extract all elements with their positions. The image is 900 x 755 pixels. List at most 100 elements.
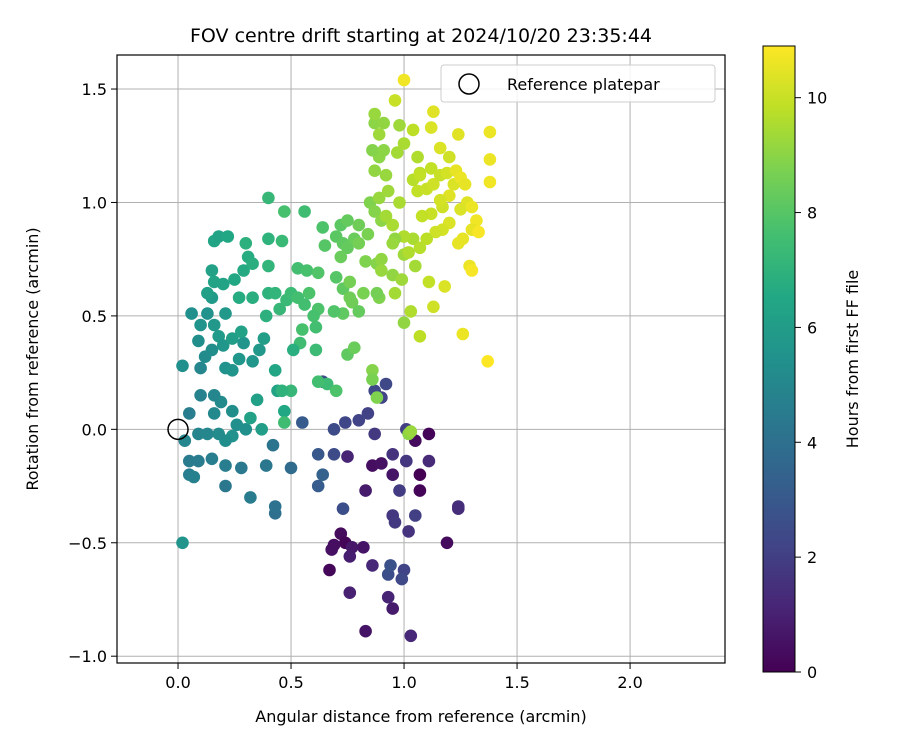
colorbar-tick-label: 10 bbox=[807, 89, 827, 108]
data-point bbox=[352, 305, 366, 318]
data-point bbox=[201, 286, 214, 300]
plot-frame bbox=[116, 54, 726, 664]
data-point bbox=[443, 150, 456, 164]
data-point bbox=[379, 168, 393, 182]
data-point bbox=[262, 191, 275, 205]
data-point bbox=[268, 286, 282, 300]
data-point bbox=[296, 416, 309, 429]
colorbar-tick-label: 6 bbox=[807, 318, 817, 337]
data-point bbox=[311, 266, 325, 280]
data-point bbox=[183, 454, 196, 468]
y-axis-ticks: −1.0 −0.5 0.0 0.5 1.0 1.5 bbox=[68, 80, 117, 666]
data-point bbox=[386, 602, 400, 615]
data-point bbox=[228, 273, 241, 286]
y-axis-label: Rotation from reference (arcmin) bbox=[23, 227, 42, 490]
data-point bbox=[413, 484, 427, 497]
data-point bbox=[216, 277, 230, 291]
data-point bbox=[372, 191, 386, 205]
data-point bbox=[311, 479, 325, 493]
data-point bbox=[359, 255, 372, 268]
data-point bbox=[386, 237, 400, 250]
data-point bbox=[194, 318, 207, 332]
data-point bbox=[361, 227, 375, 241]
data-point bbox=[388, 286, 402, 300]
data-point bbox=[465, 200, 479, 214]
data-point bbox=[343, 550, 357, 563]
data-point bbox=[298, 205, 311, 218]
data-point bbox=[375, 252, 388, 266]
data-points bbox=[176, 73, 497, 643]
data-point bbox=[232, 291, 246, 305]
data-point bbox=[370, 286, 384, 300]
data-point bbox=[424, 162, 438, 175]
data-point bbox=[483, 153, 497, 166]
y-tick-label: 1.5 bbox=[82, 80, 107, 99]
data-point bbox=[246, 291, 259, 305]
x-axis-ticks: 0.0 0.5 1.0 1.5 2.0 bbox=[165, 663, 643, 692]
data-point bbox=[375, 457, 388, 470]
data-point bbox=[296, 323, 309, 336]
data-point bbox=[433, 193, 447, 207]
data-point bbox=[235, 325, 248, 339]
data-point bbox=[397, 316, 411, 330]
data-point bbox=[483, 125, 497, 139]
data-point bbox=[343, 586, 357, 599]
data-point bbox=[391, 146, 404, 159]
data-point bbox=[244, 491, 257, 504]
data-point bbox=[409, 259, 422, 273]
data-point bbox=[275, 384, 289, 398]
data-point bbox=[253, 343, 266, 357]
data-point bbox=[336, 502, 350, 515]
data-point bbox=[438, 280, 452, 293]
x-axis-label: Angular distance from reference (arcmin) bbox=[255, 707, 586, 726]
data-point bbox=[302, 286, 316, 300]
data-point bbox=[334, 250, 348, 264]
data-point bbox=[262, 259, 275, 273]
data-point bbox=[454, 203, 467, 216]
grid bbox=[117, 55, 725, 663]
data-point bbox=[316, 221, 330, 234]
data-point bbox=[226, 364, 239, 377]
x-tick-label: 1.0 bbox=[391, 673, 416, 692]
data-point bbox=[452, 502, 465, 515]
data-point bbox=[327, 448, 341, 461]
data-point bbox=[268, 500, 282, 513]
data-point bbox=[341, 214, 354, 227]
data-point bbox=[433, 141, 447, 155]
data-point bbox=[359, 624, 372, 638]
data-point bbox=[278, 205, 291, 218]
data-point bbox=[368, 427, 382, 441]
data-point bbox=[205, 264, 219, 277]
data-point bbox=[287, 343, 300, 357]
data-point bbox=[352, 237, 366, 250]
data-point bbox=[219, 307, 232, 320]
data-point bbox=[427, 300, 440, 314]
data-point bbox=[452, 128, 465, 141]
data-point bbox=[402, 246, 415, 259]
data-point bbox=[309, 320, 323, 334]
data-point bbox=[235, 461, 248, 475]
data-point bbox=[318, 239, 332, 252]
data-point bbox=[207, 407, 221, 420]
y-tick-label: −1.0 bbox=[68, 647, 107, 666]
data-point bbox=[458, 178, 472, 191]
data-point bbox=[259, 459, 273, 472]
data-point bbox=[237, 336, 250, 350]
data-point bbox=[232, 352, 246, 366]
data-point bbox=[339, 416, 352, 429]
reference-point bbox=[167, 418, 189, 441]
data-point bbox=[194, 361, 207, 375]
data-point bbox=[219, 459, 232, 472]
data-point bbox=[205, 343, 219, 357]
y-tick-label: −0.5 bbox=[68, 534, 107, 553]
data-point bbox=[415, 209, 429, 223]
data-point bbox=[192, 427, 205, 441]
data-point bbox=[316, 468, 330, 482]
data-point bbox=[207, 318, 221, 332]
data-point bbox=[311, 448, 325, 461]
data-point bbox=[366, 559, 379, 572]
data-point bbox=[359, 484, 372, 497]
x-tick-label: 0.0 bbox=[165, 673, 190, 692]
data-point bbox=[207, 389, 221, 402]
data-point bbox=[341, 241, 354, 255]
